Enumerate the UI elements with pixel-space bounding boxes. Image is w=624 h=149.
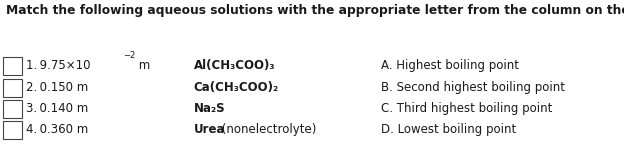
Text: m: m: [135, 59, 153, 72]
Text: 4. 0.360 m: 4. 0.360 m: [26, 123, 89, 136]
Text: B. Second highest boiling point: B. Second highest boiling point: [381, 81, 565, 94]
Text: C. Third highest boiling point: C. Third highest boiling point: [381, 102, 552, 115]
Text: Na₂S: Na₂S: [193, 102, 225, 115]
Text: D. Lowest boiling point: D. Lowest boiling point: [381, 123, 516, 136]
Text: 3. 0.140 m: 3. 0.140 m: [26, 102, 89, 115]
Text: Ca(CH₃COO)₂: Ca(CH₃COO)₂: [193, 81, 278, 94]
Bar: [3, 79, 22, 97]
Text: 1. 9.75×10: 1. 9.75×10: [26, 59, 90, 72]
Text: (nonelectrolyte): (nonelectrolyte): [218, 123, 317, 136]
Text: 2. 0.150 m: 2. 0.150 m: [26, 81, 89, 94]
Bar: [3, 57, 22, 74]
Bar: [3, 100, 22, 118]
Text: Al(CH₃COO)₃: Al(CH₃COO)₃: [193, 59, 275, 72]
Text: Match the following aqueous solutions with the appropriate letter from the colum: Match the following aqueous solutions wi…: [6, 4, 624, 17]
Bar: [3, 121, 22, 139]
Text: A. Highest boiling point: A. Highest boiling point: [381, 59, 519, 72]
Text: −2: −2: [123, 51, 135, 60]
Text: Urea: Urea: [193, 123, 225, 136]
